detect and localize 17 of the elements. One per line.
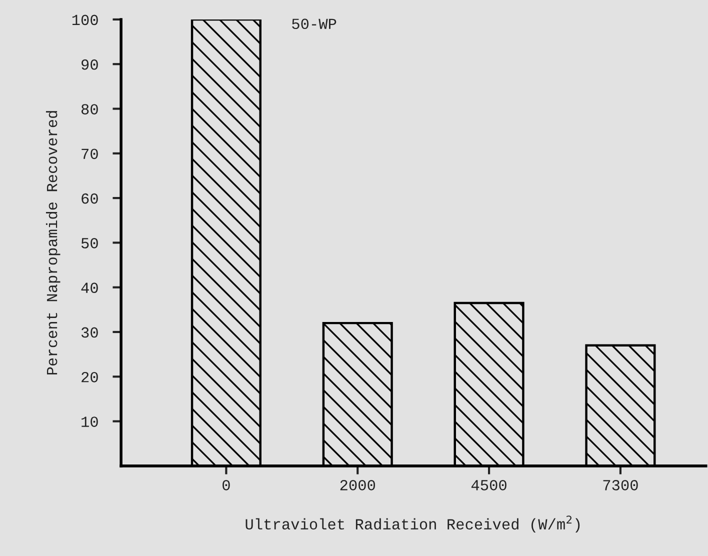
y-tick-label: 90 [82, 59, 98, 70]
y-tick-label: 40 [81, 282, 98, 294]
y-tick-label: 10 [82, 416, 98, 427]
y-tick-label: 100 [72, 14, 98, 26]
chart-title: 50-WP [292, 18, 336, 30]
y-tick-label: 60 [82, 193, 98, 204]
x-axis-title: Ultraviolet Radiation Received (W/m$^{2}$) [246, 516, 580, 533]
x-tick-label: 7300 [603, 480, 638, 490]
x-tick-label: 2000 [340, 480, 376, 490]
y-tick-label: 80 [82, 104, 98, 114]
y-tick-label: 20 [82, 372, 98, 382]
y-tick-label: 30 [81, 327, 98, 338]
y-axis-title: Percent Napropamide Recovered [46, 111, 60, 374]
y-tick-label: 50 [81, 238, 98, 248]
y-tick-label: 70 [82, 148, 98, 160]
x-tick-label: 0 [222, 480, 230, 490]
x-tick-label: 4500 [471, 480, 506, 490]
